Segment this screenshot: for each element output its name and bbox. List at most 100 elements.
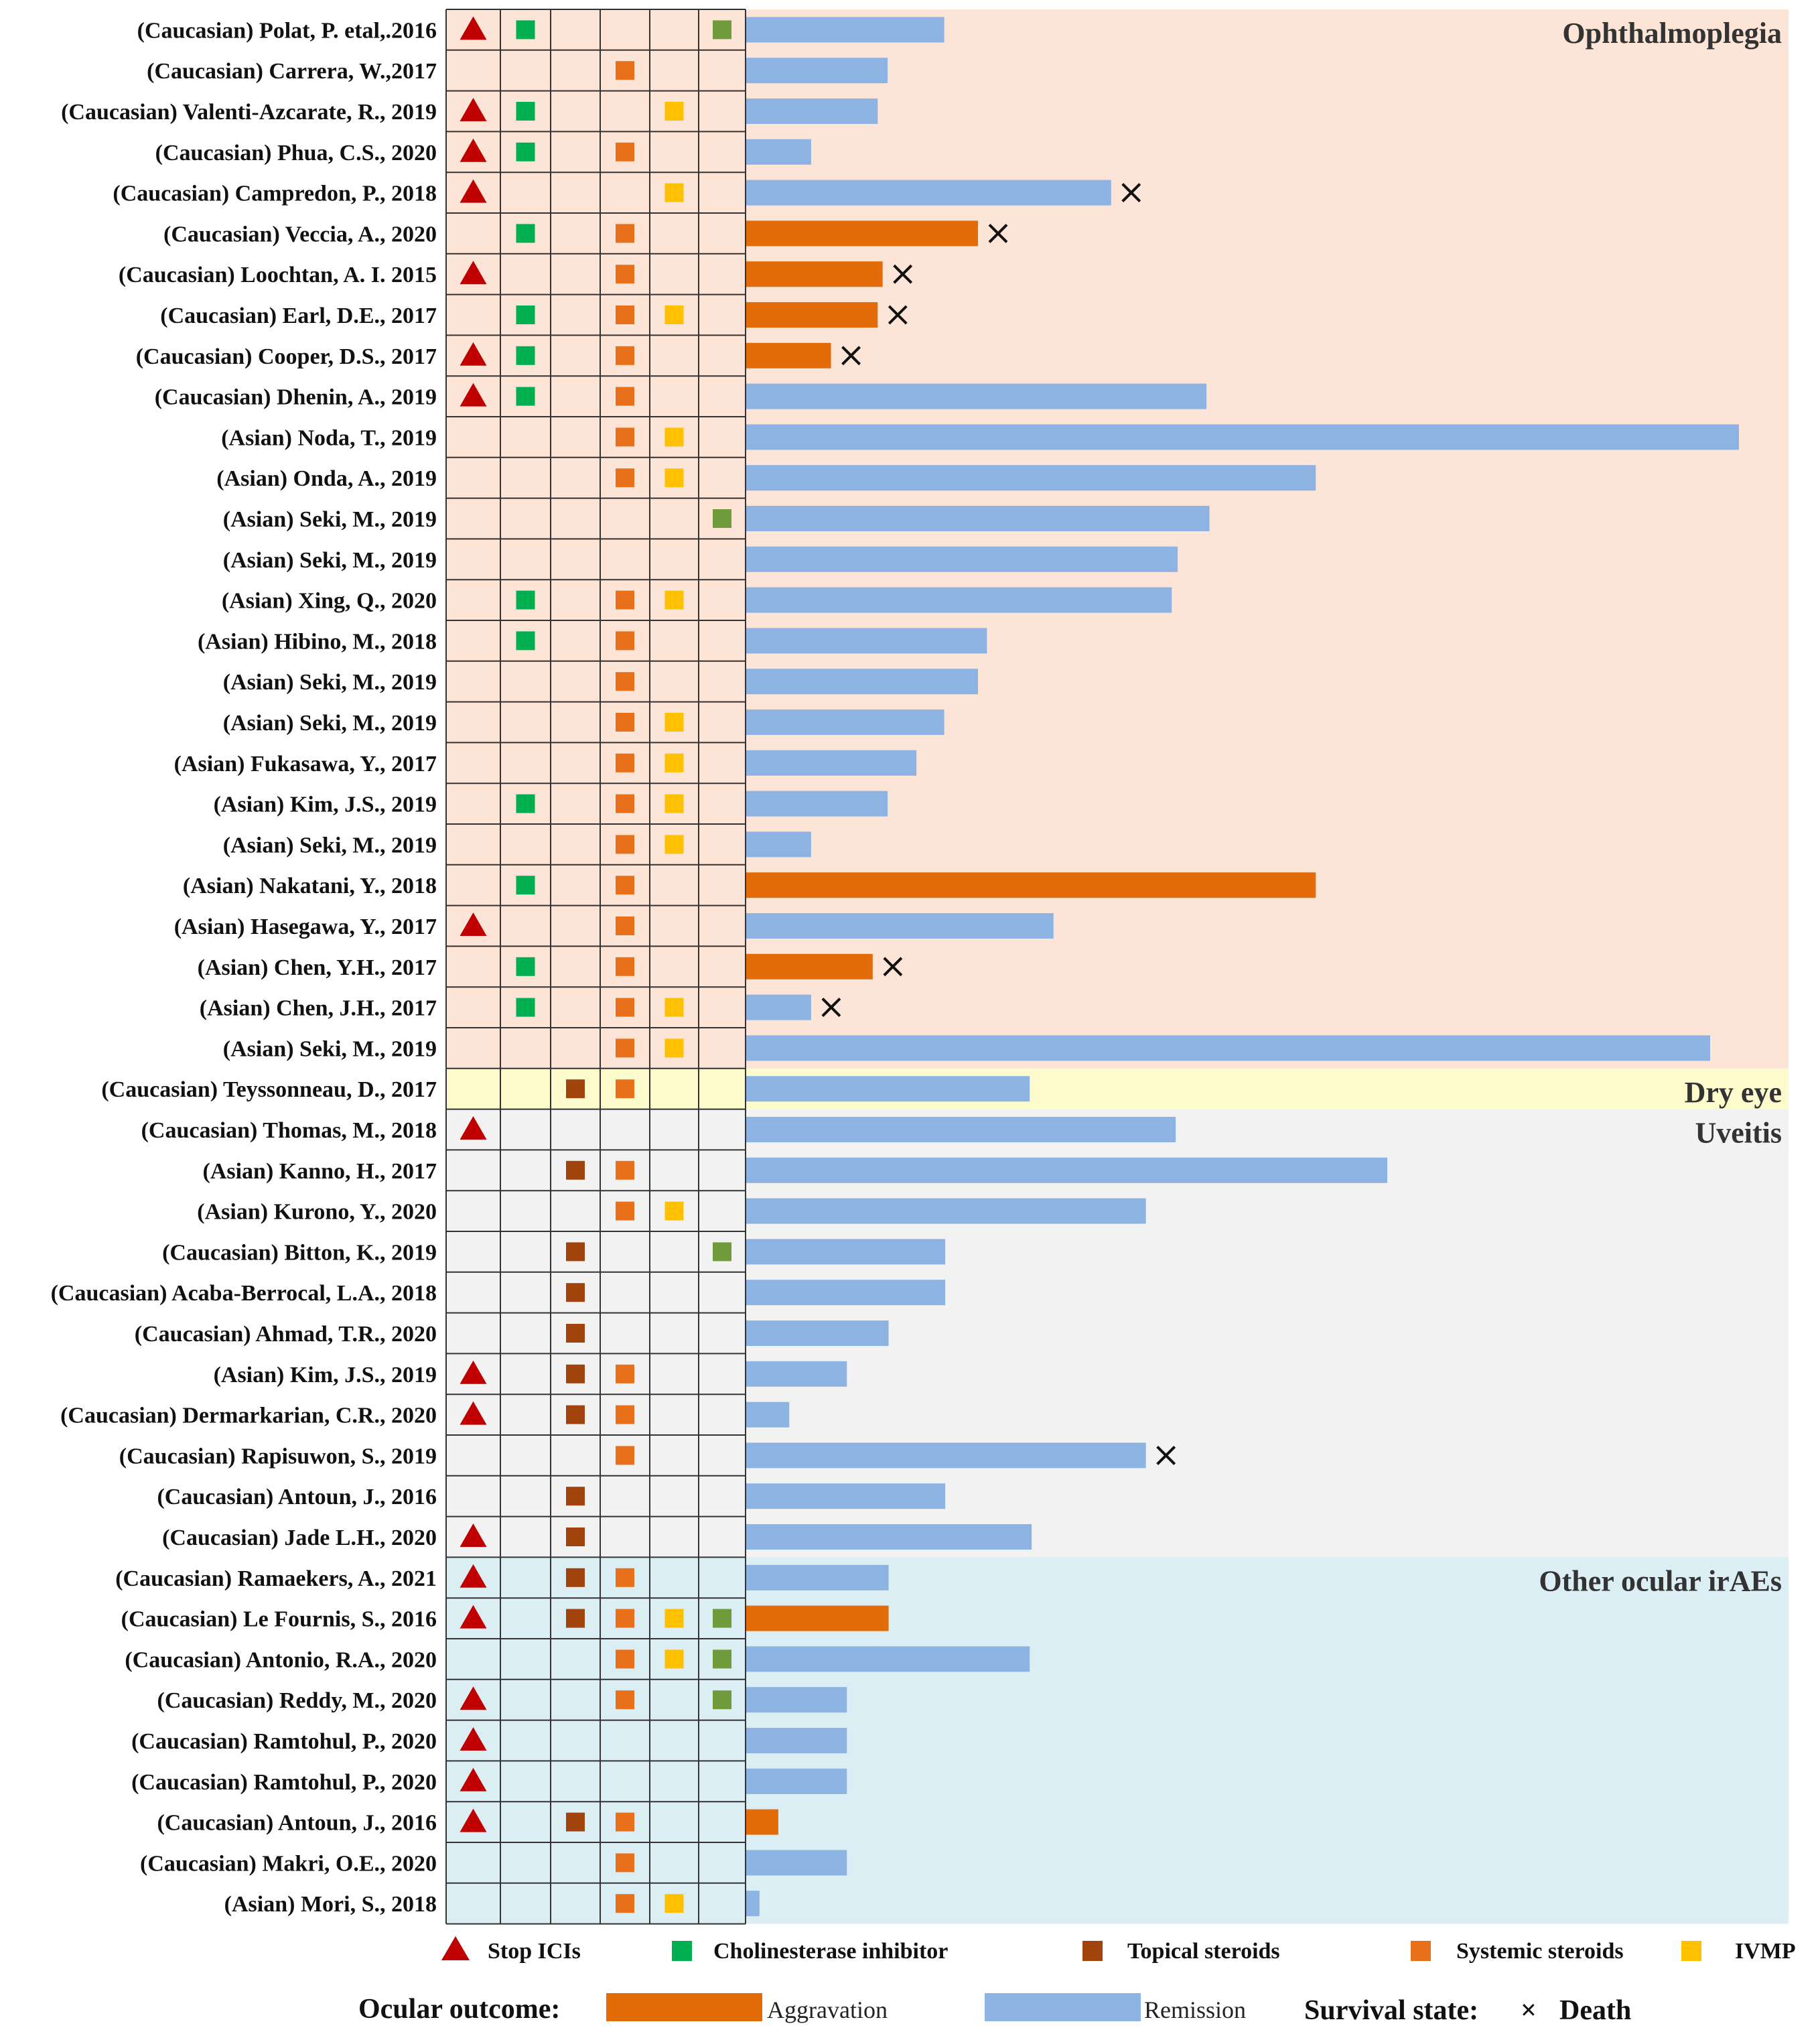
systemic-marker bbox=[616, 1446, 634, 1465]
study-label: (Asian) Seki, M., 2019 bbox=[223, 548, 437, 573]
ivmp-marker bbox=[664, 427, 684, 447]
stop-icis-marker bbox=[460, 98, 487, 121]
ivmp-marker bbox=[664, 306, 684, 324]
study-label: (Caucasian) Loochtan, A. I. 2015 bbox=[119, 263, 437, 287]
study-label: (Caucasian) Antoun, J., 2016 bbox=[157, 1811, 437, 1836]
remission-bar bbox=[746, 1280, 946, 1306]
study-label: (Caucasian) Reddy, M., 2020 bbox=[157, 1688, 437, 1713]
study-label: (Asian) Seki, M., 2019 bbox=[223, 711, 437, 736]
remission-bar bbox=[746, 424, 1739, 450]
systemic-marker bbox=[616, 1405, 634, 1424]
chol-marker bbox=[516, 590, 535, 610]
ivmp-marker bbox=[664, 590, 684, 610]
systemic-marker bbox=[616, 672, 634, 691]
systemic-marker bbox=[616, 1364, 634, 1383]
study-label: (Asian) Fukasawa, Y., 2017 bbox=[174, 752, 437, 776]
study-label: (Asian) Kim, J.S., 2019 bbox=[214, 793, 437, 817]
study-label: (Caucasian) Jade L.H., 2020 bbox=[162, 1525, 437, 1550]
stop-icis-marker bbox=[460, 1523, 487, 1547]
chol-marker bbox=[516, 346, 535, 365]
legend-systemic-label: Systemic steroids bbox=[1456, 1939, 1624, 1964]
study-label: (Caucasian) Ramtohul, P., 2020 bbox=[131, 1729, 437, 1754]
study-label: (Caucasian) Dermarkarian, C.R., 2020 bbox=[60, 1404, 437, 1428]
study-label: (Asian) Hasegawa, Y., 2017 bbox=[174, 914, 437, 939]
legend-aggravation-swatch bbox=[606, 1993, 762, 2021]
stop-icis-marker bbox=[460, 261, 487, 285]
other-marker bbox=[713, 20, 731, 40]
study-label: (Caucasian) Antonio, R.A., 2020 bbox=[125, 1647, 437, 1672]
ivmp-marker bbox=[664, 102, 684, 121]
study-label: (Asian) Seki, M., 2019 bbox=[223, 1036, 437, 1061]
legend-ivmp-swatch bbox=[1681, 1941, 1701, 1961]
topical-marker bbox=[566, 1812, 585, 1832]
remission-bar bbox=[746, 1076, 1030, 1102]
legend-remission-label: Remission bbox=[1144, 1996, 1246, 2023]
study-label: (Asian) Seki, M., 2019 bbox=[223, 507, 437, 532]
ivmp-marker bbox=[664, 1649, 684, 1669]
systemic-marker bbox=[616, 346, 634, 365]
remission-bar bbox=[746, 506, 1210, 531]
legend-ivmp-label: IVMP bbox=[1735, 1939, 1796, 1964]
stop-icis-marker bbox=[460, 342, 487, 366]
ivmp-marker bbox=[664, 183, 684, 202]
remission-bar bbox=[746, 1361, 847, 1387]
aggravation-bar bbox=[746, 953, 873, 979]
stop-icis-marker bbox=[460, 1401, 487, 1425]
chol-marker bbox=[516, 998, 535, 1017]
remission-bar bbox=[746, 1564, 889, 1590]
topical-marker bbox=[566, 1568, 585, 1587]
remission-bar bbox=[746, 1239, 946, 1265]
ivmp-marker bbox=[664, 753, 684, 772]
stop-icis-marker bbox=[460, 383, 487, 407]
systemic-marker bbox=[616, 427, 634, 447]
remission-bar bbox=[746, 58, 888, 84]
aggravation-bar bbox=[746, 220, 979, 247]
remission-bar bbox=[746, 1891, 760, 1917]
systemic-marker bbox=[616, 713, 634, 732]
systemic-marker bbox=[616, 1609, 634, 1628]
stop-icis-marker bbox=[460, 912, 487, 936]
systemic-marker bbox=[616, 753, 634, 772]
study-label: (Asian) Xing, Q., 2020 bbox=[222, 589, 437, 614]
remission-bar bbox=[746, 1442, 1146, 1469]
systemic-marker bbox=[616, 1690, 634, 1710]
aggravation-bar bbox=[746, 872, 1316, 898]
systemic-marker bbox=[616, 1568, 634, 1587]
death-marker bbox=[841, 346, 861, 366]
stop-icis-marker bbox=[460, 1116, 487, 1140]
remission-bar bbox=[746, 1483, 946, 1509]
study-label: (Caucasian) Campredon, P., 2018 bbox=[113, 182, 437, 206]
study-label: (Caucasian) Carrera, W.,2017 bbox=[147, 59, 437, 84]
survival-state-heading: Survival state: bbox=[1304, 1995, 1478, 2026]
study-label: (Caucasian) Rapisuwon, S., 2019 bbox=[119, 1444, 437, 1469]
remission-bar bbox=[746, 913, 1054, 939]
systemic-marker bbox=[616, 1038, 634, 1058]
topical-marker bbox=[566, 1364, 585, 1383]
study-label: (Caucasian) Thomas, M., 2018 bbox=[141, 1118, 437, 1143]
aggravation-bar bbox=[746, 302, 878, 328]
study-label: (Caucasian) Le Fournis, S., 2016 bbox=[121, 1607, 437, 1632]
study-label: (Caucasian) Ramaekers, A., 2021 bbox=[115, 1566, 437, 1591]
remission-bar bbox=[746, 1320, 889, 1346]
ocular-outcome-heading: Ocular outcome: bbox=[358, 1994, 560, 2025]
remission-bar bbox=[746, 546, 1178, 572]
study-label: (Asian) Seki, M., 2019 bbox=[223, 670, 437, 695]
stop-icis-marker bbox=[460, 1808, 487, 1832]
remission-bar bbox=[746, 709, 944, 735]
systemic-marker bbox=[616, 590, 634, 610]
ivmp-marker bbox=[664, 1201, 684, 1221]
study-label: (Caucasian) Cooper, D.S., 2017 bbox=[136, 344, 437, 369]
study-label: (Caucasian) Valenti-Azcarate, R., 2019 bbox=[61, 100, 437, 125]
remission-bar bbox=[746, 1157, 1388, 1183]
study-label: (Caucasian) Polat, P. etal,.2016 bbox=[137, 18, 437, 43]
legend-cholinesterase-label: Cholinesterase inhibitor bbox=[713, 1939, 948, 1964]
legend-death-label: Death bbox=[1559, 1995, 1631, 2026]
legend-topical-swatch bbox=[1082, 1941, 1103, 1961]
study-label: (Caucasian) Phua, C.S., 2020 bbox=[155, 141, 437, 165]
topical-marker bbox=[566, 1242, 585, 1262]
study-label: (Caucasian) Earl, D.E., 2017 bbox=[160, 303, 437, 328]
chol-marker bbox=[516, 102, 535, 121]
legend-remission-swatch bbox=[985, 1993, 1141, 2021]
remission-bar bbox=[746, 465, 1316, 491]
